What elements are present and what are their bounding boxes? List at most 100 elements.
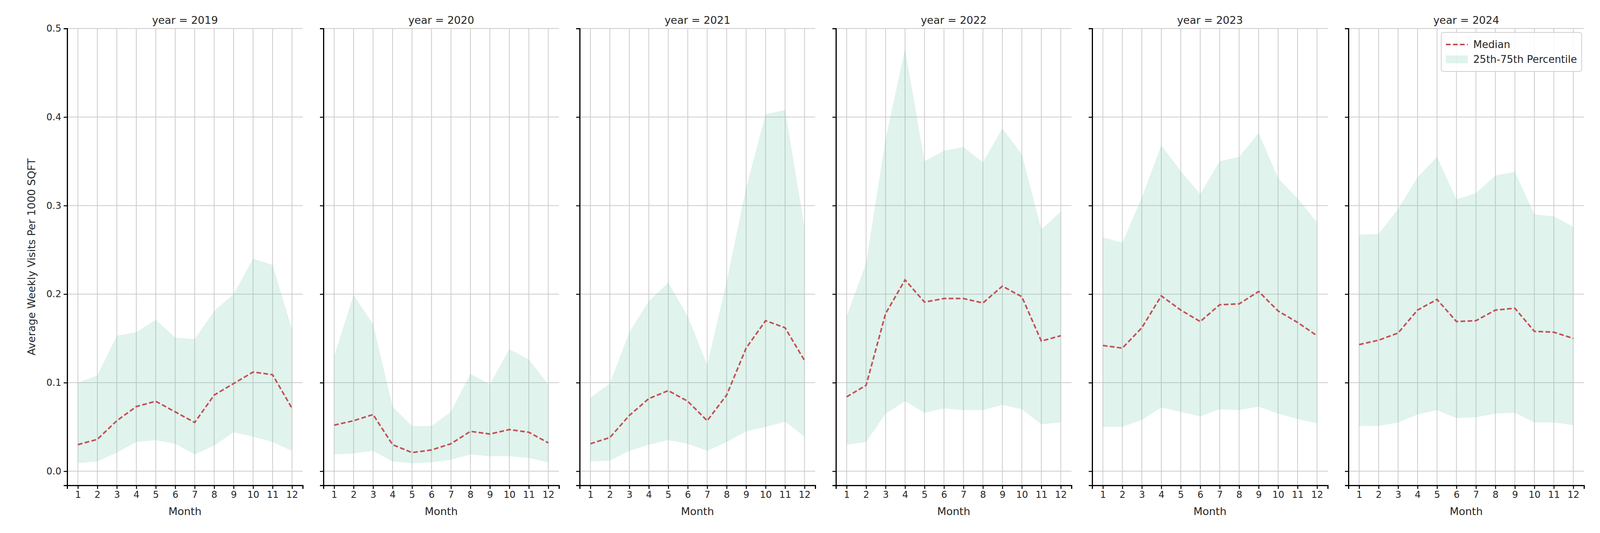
x-tick-label: 4 bbox=[1158, 489, 1165, 501]
x-tick: 9 bbox=[999, 485, 1006, 501]
x-tick-label: 2 bbox=[350, 489, 357, 501]
x-axis: 123456789101112 bbox=[836, 485, 1072, 501]
x-tick-label: 4 bbox=[133, 489, 140, 501]
x-tick-label: 10 bbox=[1016, 489, 1029, 501]
y-tick bbox=[1088, 471, 1093, 472]
panel: 123456789101112year = 2020Month bbox=[319, 14, 560, 518]
y-axis-line bbox=[1344, 28, 1349, 486]
x-tick-label: 2 bbox=[1119, 489, 1126, 501]
x-tick: 11 bbox=[266, 485, 279, 501]
x-tick: 4 bbox=[1158, 485, 1165, 501]
x-tick: 2 bbox=[863, 485, 870, 501]
x-axis: 123456789101112 bbox=[580, 485, 816, 501]
x-tick: 6 bbox=[428, 485, 435, 501]
x-tick: 12 bbox=[1055, 485, 1068, 501]
y-tick bbox=[1344, 294, 1349, 295]
panel: 123456789101112year = 2022Month bbox=[832, 14, 1072, 518]
x-tick-mark bbox=[431, 485, 433, 490]
x-tick-label: 4 bbox=[902, 489, 909, 501]
x-axis-title: Month bbox=[937, 505, 971, 518]
y-axis: 0.00.10.20.30.40.5 bbox=[46, 23, 68, 486]
panel-title: year = 2024 bbox=[1433, 14, 1500, 27]
x-axis-line bbox=[323, 485, 560, 490]
panel: 123456789101112year = 2021Month bbox=[576, 14, 816, 518]
y-tick-mark bbox=[319, 116, 324, 118]
panel-title: year = 2023 bbox=[1176, 14, 1243, 27]
x-tick-label: 10 bbox=[247, 489, 260, 501]
x-tick: 7 bbox=[1473, 485, 1479, 501]
x-tick-mark bbox=[885, 485, 887, 490]
x-tick-label: 9 bbox=[999, 489, 1006, 501]
x-tick-label: 11 bbox=[266, 489, 279, 501]
x-tick: 3 bbox=[370, 485, 377, 501]
y-tick-label: 0.4 bbox=[46, 111, 62, 123]
x-tick: 9 bbox=[1255, 485, 1262, 501]
x-tick: 10 bbox=[503, 485, 516, 501]
y-tick bbox=[1344, 471, 1349, 472]
x-tick-mark bbox=[1378, 485, 1380, 490]
x-tick-mark bbox=[1533, 485, 1536, 490]
x-axis-line bbox=[67, 485, 304, 490]
x-tick-mark bbox=[804, 485, 806, 490]
x-tick-label: 6 bbox=[684, 489, 691, 501]
x-tick-mark bbox=[865, 485, 867, 490]
x-axis: 123456789101112 bbox=[1348, 485, 1585, 501]
x-tick-mark bbox=[233, 485, 235, 490]
x-tick-label: 12 bbox=[542, 489, 555, 501]
legend-swatch bbox=[1446, 55, 1468, 64]
x-axis-title: Month bbox=[424, 505, 458, 518]
x-tick: 3 bbox=[882, 485, 889, 501]
grid-line-y bbox=[323, 28, 559, 29]
x-tick-mark bbox=[333, 485, 336, 490]
grid-line-y bbox=[67, 205, 303, 206]
x-tick-label: 5 bbox=[409, 489, 416, 501]
x-tick-mark bbox=[135, 485, 138, 490]
grid-line-x bbox=[411, 28, 413, 486]
y-tick bbox=[1088, 28, 1093, 29]
y-tick bbox=[576, 117, 580, 118]
y-tick bbox=[832, 382, 836, 384]
x-tick-mark bbox=[904, 485, 906, 490]
y-axis bbox=[319, 28, 324, 486]
x-tick-mark bbox=[765, 485, 767, 490]
plot-marks bbox=[333, 295, 549, 464]
x-tick-mark bbox=[116, 485, 118, 490]
x-tick-label: 1 bbox=[331, 489, 338, 501]
y-tick bbox=[832, 28, 836, 29]
x-tick: 11 bbox=[1291, 485, 1304, 501]
x-tick-mark bbox=[982, 485, 984, 490]
x-tick: 3 bbox=[1395, 485, 1402, 501]
y-tick-mark bbox=[832, 471, 836, 473]
y-tick bbox=[1344, 205, 1349, 206]
x-tick: 5 bbox=[665, 485, 672, 501]
y-tick bbox=[319, 205, 324, 206]
grid bbox=[835, 28, 1072, 486]
x-tick: 6 bbox=[684, 485, 691, 501]
x-tick-label: 2 bbox=[94, 489, 101, 501]
y-tick-mark bbox=[576, 471, 580, 473]
x-tick-label: 3 bbox=[1139, 489, 1145, 501]
x-tick-mark bbox=[1041, 485, 1043, 490]
y-tick: 0.5 bbox=[46, 23, 68, 34]
x-tick-mark bbox=[411, 485, 413, 490]
median-line bbox=[590, 320, 805, 444]
x-tick-label: 3 bbox=[1395, 489, 1402, 501]
x-axis: 123456789101112 bbox=[67, 485, 304, 501]
x-tick: 8 bbox=[1492, 485, 1499, 501]
x-tick-mark bbox=[784, 485, 786, 490]
x-tick-mark bbox=[392, 485, 394, 490]
x-tick-mark bbox=[1060, 485, 1062, 490]
y-tick-label: 0.0 bbox=[46, 466, 62, 477]
x-tick: 8 bbox=[467, 485, 474, 501]
y-tick bbox=[832, 205, 836, 206]
x-tick: 5 bbox=[921, 485, 928, 501]
grid-line-y bbox=[1348, 28, 1584, 29]
x-tick-label: 12 bbox=[798, 489, 811, 501]
x-tick: 2 bbox=[607, 485, 613, 501]
y-tick-label: 0.1 bbox=[46, 377, 62, 389]
x-tick-mark bbox=[1358, 485, 1361, 490]
panel: 123456789101112year = 2024MonthMedian25t… bbox=[1344, 14, 1585, 518]
x-axis-title: Month bbox=[1193, 505, 1227, 518]
grid-line-y bbox=[323, 205, 559, 206]
x-tick-label: 7 bbox=[1216, 489, 1223, 501]
